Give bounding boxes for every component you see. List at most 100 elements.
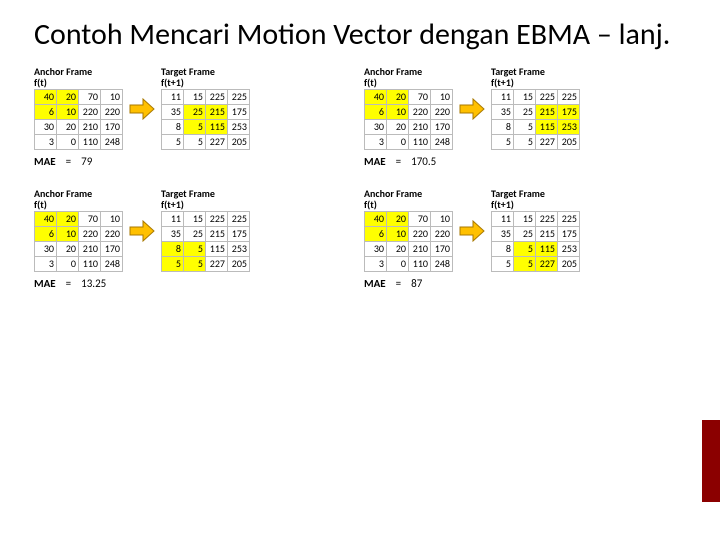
data-grid: 111522522535252151758511525355227205 (491, 89, 580, 150)
cell: 40 (35, 89, 57, 104)
cell: 25 (184, 104, 206, 119)
cell: 5 (492, 256, 514, 271)
cell: 248 (431, 134, 453, 149)
row-top: Anchor Frame f(t) 4020701061022022030202… (34, 66, 686, 168)
table-row: 3525215175 (492, 226, 580, 241)
table-row: 85115253 (162, 241, 250, 256)
target-label: Target Frame (161, 66, 250, 77)
cell: 215 (206, 226, 228, 241)
cell: 215 (536, 226, 558, 241)
cell: 20 (57, 89, 79, 104)
cell: 210 (409, 241, 431, 256)
cell: 225 (558, 211, 580, 226)
table-row: 40207010 (365, 89, 453, 104)
cell: 5 (184, 256, 206, 271)
cell: 210 (79, 241, 101, 256)
table-row: 1115225225 (162, 211, 250, 226)
cell: 5 (184, 119, 206, 134)
cell: 11 (162, 211, 184, 226)
cell: 3 (35, 134, 57, 149)
cell: 25 (514, 104, 536, 119)
data-grid: 40207010610220220302021017030110248 (34, 211, 123, 272)
mae-label: MAE (34, 277, 56, 290)
cell: 5 (162, 256, 184, 271)
table-row: 3525215175 (492, 104, 580, 119)
cell: 248 (101, 134, 123, 149)
cell: 30 (35, 241, 57, 256)
cell: 20 (387, 119, 409, 134)
cell: 220 (431, 226, 453, 241)
cell: 220 (101, 104, 123, 119)
cell: 8 (162, 241, 184, 256)
cell: 205 (558, 134, 580, 149)
cell: 25 (514, 226, 536, 241)
cell: 3 (35, 256, 57, 271)
cell: 110 (409, 256, 431, 271)
ft1-label: f(t+1) (161, 199, 250, 210)
table-row: 1115225225 (492, 89, 580, 104)
cell: 0 (57, 134, 79, 149)
cell: 220 (431, 104, 453, 119)
cell: 70 (79, 211, 101, 226)
mae-eq: = (66, 155, 71, 168)
cell: 115 (536, 241, 558, 256)
cell: 10 (431, 211, 453, 226)
cell: 6 (35, 104, 57, 119)
cell: 215 (206, 104, 228, 119)
table-row: 3525215175 (162, 104, 250, 119)
cell: 6 (35, 226, 57, 241)
cell: 220 (101, 226, 123, 241)
cell: 70 (409, 211, 431, 226)
table-row: 3525215175 (162, 226, 250, 241)
ft1-label: f(t+1) (491, 77, 580, 88)
cell: 248 (431, 256, 453, 271)
cell: 110 (79, 134, 101, 149)
cell: 15 (514, 89, 536, 104)
mae-value: 13.25 (81, 277, 106, 290)
table-row: 40207010 (365, 211, 453, 226)
ft-label: f(t) (364, 77, 453, 88)
cell: 225 (558, 89, 580, 104)
table-row: 610220220 (35, 226, 123, 241)
table-row: 30110248 (365, 134, 453, 149)
cell: 170 (101, 119, 123, 134)
cell: 175 (228, 104, 250, 119)
cell: 227 (536, 134, 558, 149)
cell: 20 (57, 211, 79, 226)
cell: 8 (162, 119, 184, 134)
row-bottom: Anchor Frame f(t) 4020701061022022030202… (34, 188, 686, 290)
table-row: 85115253 (492, 119, 580, 134)
table-row: 3020210170 (35, 241, 123, 256)
data-grid: 40207010610220220302021017030110248 (364, 89, 453, 150)
cell: 20 (387, 89, 409, 104)
ft-label: f(t) (34, 199, 123, 210)
ft1-label: f(t+1) (491, 199, 580, 210)
cell: 10 (101, 89, 123, 104)
table-row: 610220220 (35, 104, 123, 119)
data-grid: 111522522535252151758511525355227205 (161, 211, 250, 272)
mae-line: MAE = 87 (364, 277, 580, 290)
cell: 170 (431, 119, 453, 134)
cell: 3 (365, 256, 387, 271)
cell: 175 (228, 226, 250, 241)
cell: 10 (387, 226, 409, 241)
cell: 30 (365, 119, 387, 134)
data-grid: 111522522535252151758511525355227205 (491, 211, 580, 272)
cell: 225 (228, 89, 250, 104)
table-row: 610220220 (365, 104, 453, 119)
cell: 30 (35, 119, 57, 134)
anchor-label: Anchor Frame (34, 188, 123, 199)
cell: 70 (409, 89, 431, 104)
data-grid: 40207010610220220302021017030110248 (364, 211, 453, 272)
mae-label: MAE (364, 277, 386, 290)
cell: 227 (206, 134, 228, 149)
cell: 220 (79, 104, 101, 119)
cell: 70 (79, 89, 101, 104)
table-row: 85115253 (162, 119, 250, 134)
table-row: 3020210170 (365, 241, 453, 256)
target-label: Target Frame (491, 188, 580, 199)
cell: 110 (79, 256, 101, 271)
cell: 205 (558, 256, 580, 271)
cell: 175 (558, 226, 580, 241)
cell: 205 (228, 256, 250, 271)
